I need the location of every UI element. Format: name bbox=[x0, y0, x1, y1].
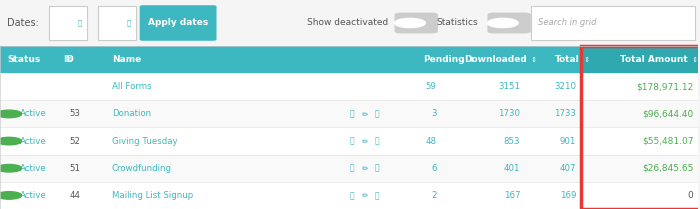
Text: 📅: 📅 bbox=[78, 20, 82, 26]
Text: Downloaded: Downloaded bbox=[465, 55, 527, 64]
FancyBboxPatch shape bbox=[0, 0, 699, 46]
Text: Giving Tuesday: Giving Tuesday bbox=[112, 136, 177, 146]
Text: $178,971.12: $178,971.12 bbox=[636, 82, 694, 91]
FancyBboxPatch shape bbox=[531, 6, 695, 40]
Text: 3: 3 bbox=[431, 109, 437, 119]
Text: 0: 0 bbox=[687, 191, 694, 200]
Bar bbox=[583, 46, 699, 73]
Text: $55,481.07: $55,481.07 bbox=[642, 136, 694, 146]
Text: Apply dates: Apply dates bbox=[148, 18, 208, 28]
Text: ✏: ✏ bbox=[362, 191, 368, 200]
Text: 📋: 📋 bbox=[374, 191, 379, 200]
Circle shape bbox=[487, 18, 518, 28]
Text: Active: Active bbox=[20, 136, 46, 146]
Text: 2: 2 bbox=[431, 191, 437, 200]
Circle shape bbox=[0, 110, 22, 118]
Text: 🗑: 🗑 bbox=[349, 164, 354, 173]
Text: Name: Name bbox=[112, 55, 141, 64]
Text: 📋: 📋 bbox=[374, 164, 379, 173]
Text: 6: 6 bbox=[431, 164, 437, 173]
FancyBboxPatch shape bbox=[0, 100, 699, 127]
FancyBboxPatch shape bbox=[49, 6, 88, 40]
Text: ✏: ✏ bbox=[362, 164, 368, 173]
Text: ⇕: ⇕ bbox=[466, 57, 475, 63]
Text: $96,644.40: $96,644.40 bbox=[642, 109, 694, 119]
Circle shape bbox=[0, 164, 22, 172]
Text: 48: 48 bbox=[426, 136, 437, 146]
Circle shape bbox=[0, 137, 22, 145]
Text: Status: Status bbox=[7, 55, 40, 64]
Text: Dates:: Dates: bbox=[7, 18, 39, 28]
Text: Mailing List Signup: Mailing List Signup bbox=[112, 191, 193, 200]
FancyBboxPatch shape bbox=[0, 127, 699, 155]
Text: 1733: 1733 bbox=[554, 109, 576, 119]
Text: Statistics: Statistics bbox=[437, 18, 478, 28]
Text: 🗑: 🗑 bbox=[349, 109, 354, 119]
Text: 401: 401 bbox=[504, 164, 520, 173]
Text: ✏: ✏ bbox=[362, 109, 368, 119]
Text: 59: 59 bbox=[426, 82, 437, 91]
Bar bbox=[583, 127, 699, 155]
Text: 51: 51 bbox=[69, 164, 80, 173]
Text: All Forms: All Forms bbox=[112, 82, 151, 91]
FancyBboxPatch shape bbox=[0, 155, 699, 182]
Text: 📋: 📋 bbox=[374, 136, 379, 146]
FancyBboxPatch shape bbox=[98, 6, 136, 40]
Text: 853: 853 bbox=[504, 136, 520, 146]
Text: Show deactivated: Show deactivated bbox=[307, 18, 389, 28]
Text: ⇕: ⇕ bbox=[9, 57, 18, 63]
Text: Active: Active bbox=[20, 164, 46, 173]
FancyBboxPatch shape bbox=[0, 182, 699, 209]
Text: 🗑: 🗑 bbox=[349, 136, 354, 146]
Text: 53: 53 bbox=[69, 109, 80, 119]
Text: 901: 901 bbox=[560, 136, 576, 146]
Text: 169: 169 bbox=[560, 191, 576, 200]
Text: 📅: 📅 bbox=[126, 20, 131, 26]
FancyBboxPatch shape bbox=[0, 73, 699, 100]
Text: Search in grid: Search in grid bbox=[538, 18, 596, 28]
Bar bbox=[0, 46, 699, 73]
Text: 📋: 📋 bbox=[374, 109, 379, 119]
Text: Donation: Donation bbox=[112, 109, 151, 119]
Bar bbox=[583, 73, 699, 100]
Bar bbox=[583, 155, 699, 182]
Text: 3151: 3151 bbox=[498, 82, 520, 91]
FancyBboxPatch shape bbox=[395, 13, 438, 33]
Bar bbox=[581, 46, 700, 209]
Text: ⇕: ⇕ bbox=[582, 57, 590, 63]
Text: ID: ID bbox=[63, 55, 74, 64]
Text: 167: 167 bbox=[504, 191, 520, 200]
Text: Total: Total bbox=[555, 55, 580, 64]
Text: 3210: 3210 bbox=[554, 82, 576, 91]
Bar bbox=[0, 46, 699, 209]
Text: 🗑: 🗑 bbox=[349, 191, 354, 200]
Text: ⇕: ⇕ bbox=[65, 57, 73, 63]
Text: ✏: ✏ bbox=[362, 136, 368, 146]
Text: 1730: 1730 bbox=[498, 109, 520, 119]
Text: $26,845.65: $26,845.65 bbox=[642, 164, 694, 173]
FancyBboxPatch shape bbox=[140, 5, 216, 41]
FancyBboxPatch shape bbox=[487, 13, 531, 33]
Text: 44: 44 bbox=[69, 191, 80, 200]
Bar bbox=[583, 182, 699, 209]
Text: Active: Active bbox=[20, 109, 46, 119]
Text: Active: Active bbox=[20, 191, 46, 200]
Text: Total Amount: Total Amount bbox=[620, 55, 688, 64]
Text: 52: 52 bbox=[69, 136, 80, 146]
Bar bbox=[583, 100, 699, 127]
Text: Pending: Pending bbox=[423, 55, 464, 64]
Text: Crowdfunding: Crowdfunding bbox=[112, 164, 172, 173]
Text: 407: 407 bbox=[560, 164, 576, 173]
Circle shape bbox=[0, 192, 22, 199]
Text: ⇕: ⇕ bbox=[690, 57, 698, 63]
Circle shape bbox=[395, 18, 426, 28]
Text: ⇕: ⇕ bbox=[529, 57, 538, 63]
